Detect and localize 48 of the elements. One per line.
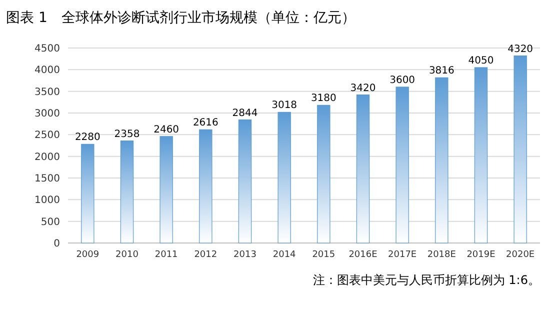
bar xyxy=(435,77,448,244)
y-tick-label: 1500 xyxy=(34,174,60,184)
x-tick-label: 2016E xyxy=(348,250,378,260)
bar xyxy=(160,136,173,244)
y-tick-label: 2000 xyxy=(34,152,60,163)
y-tick-label: 2500 xyxy=(34,130,60,142)
x-tick-label: 2013 xyxy=(234,250,256,260)
x-tick-label: 2012 xyxy=(194,250,218,260)
y-tick-label: 3500 xyxy=(34,86,60,98)
text: 注：图表中美元与人民币折算比例为 1:6。 xyxy=(312,273,540,287)
bar xyxy=(317,104,330,244)
y-tick-label: 0 xyxy=(54,238,60,250)
data-label: 4320 xyxy=(508,44,534,55)
data-label: 2460 xyxy=(154,124,180,136)
y-tick-label: 500 xyxy=(40,216,60,228)
x-tick-label: 2009 xyxy=(76,250,100,260)
data-label: 2844 xyxy=(232,108,258,119)
data-label: 2616 xyxy=(192,118,218,129)
x-tick-label: 2020E xyxy=(506,250,535,260)
chart-title: 图表 1 全球体外诊断试剂行业市场规模（单位：亿元） xyxy=(6,10,356,26)
y-tick-label: 4000 xyxy=(34,65,60,76)
y-tick-label: 1000 xyxy=(34,195,60,206)
bar xyxy=(238,119,252,244)
x-tick-label: 2019E xyxy=(466,250,496,260)
bar xyxy=(474,67,488,244)
data-label: 3420 xyxy=(350,82,376,94)
data-label: 3816 xyxy=(428,66,454,77)
x-tick-label: 2015 xyxy=(312,250,336,260)
y-tick-label: 3000 xyxy=(34,108,60,120)
data-label: 3600 xyxy=(390,75,416,86)
x-tick-label: 2011 xyxy=(154,250,178,260)
bar xyxy=(356,94,370,244)
x-tick-label: 2014 xyxy=(272,250,296,260)
data-label: 4050 xyxy=(468,56,494,66)
data-label: 2280 xyxy=(74,132,100,144)
bar xyxy=(396,86,409,244)
y-tick-label: 4500 xyxy=(34,44,60,54)
data-label: 3018 xyxy=(272,100,298,112)
bar xyxy=(81,144,94,244)
bar xyxy=(514,56,527,244)
x-tick-label: 2010 xyxy=(116,250,139,260)
bar xyxy=(278,112,291,244)
bar xyxy=(120,140,134,244)
data-label: 2358 xyxy=(114,128,140,140)
bar xyxy=(199,129,212,244)
data-label: 3180 xyxy=(310,93,336,104)
x-tick-label: 2018E xyxy=(427,250,456,260)
x-tick-label: 2017E xyxy=(388,250,417,260)
